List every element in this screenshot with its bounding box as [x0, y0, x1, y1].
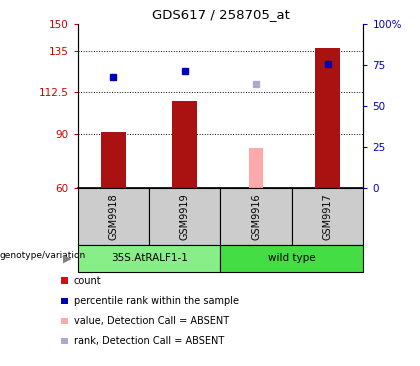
Bar	[315, 48, 340, 188]
Text: GSM9916: GSM9916	[251, 194, 261, 240]
Text: count: count	[74, 276, 101, 286]
Text: percentile rank within the sample: percentile rank within the sample	[74, 296, 239, 306]
Text: rank, Detection Call = ABSENT: rank, Detection Call = ABSENT	[74, 336, 224, 346]
Text: GSM9918: GSM9918	[108, 194, 118, 240]
Text: genotype/variation: genotype/variation	[0, 251, 86, 260]
Text: GSM9917: GSM9917	[323, 194, 333, 240]
Text: value, Detection Call = ABSENT: value, Detection Call = ABSENT	[74, 316, 228, 326]
Text: ▶: ▶	[63, 253, 71, 264]
Text: wild type: wild type	[268, 253, 316, 264]
Bar	[172, 101, 197, 188]
Title: GDS617 / 258705_at: GDS617 / 258705_at	[152, 8, 289, 21]
Bar	[101, 132, 126, 188]
Text: 35S.AtRALF1-1: 35S.AtRALF1-1	[110, 253, 188, 264]
Bar	[249, 148, 263, 188]
Text: GSM9919: GSM9919	[180, 194, 190, 240]
